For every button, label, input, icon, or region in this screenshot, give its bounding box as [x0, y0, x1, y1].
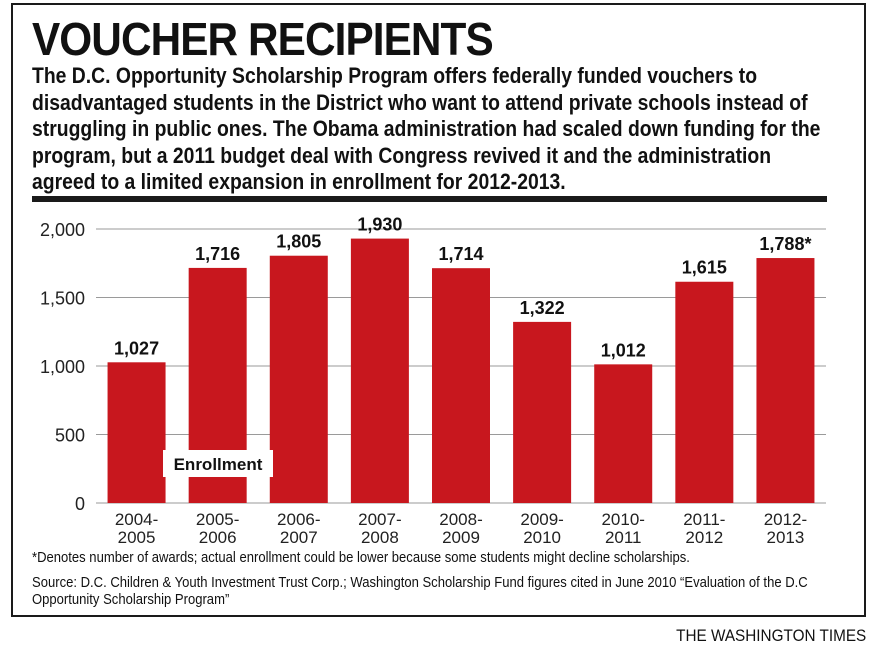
header-rule: [32, 196, 827, 202]
data-label: 1,714: [438, 244, 483, 264]
data-label: 1,930: [357, 215, 402, 235]
x-tick-label: 2009-: [520, 510, 563, 529]
bar: [756, 258, 815, 503]
x-tick-label: 2008-: [439, 510, 482, 529]
data-label: 1,788*: [759, 234, 811, 254]
bar: [594, 364, 653, 503]
x-tick-label: 2007-: [358, 510, 401, 529]
y-tick-label: 0: [75, 494, 85, 514]
x-tick-label: 2006-: [277, 510, 320, 529]
legend-label: Enrollment: [174, 455, 263, 474]
bar: [513, 321, 572, 503]
data-label: 1,322: [520, 298, 565, 318]
x-tick-label: 2006: [199, 528, 237, 547]
bar: [269, 255, 328, 503]
y-tick-label: 500: [55, 426, 85, 446]
bars: 1,027 1,716 1,805 1,930 1,714 1,322 1,012 1,615…: [107, 215, 815, 503]
x-tick-label: 2009: [442, 528, 480, 547]
x-tick-label: 2010: [523, 528, 561, 547]
x-tick-label: 2012: [685, 528, 723, 547]
y-tick-label: 2,000: [40, 220, 85, 240]
x-tick-label: 2011: [605, 528, 642, 547]
bar: [432, 268, 490, 503]
x-tick-label: 2004-: [115, 510, 158, 529]
x-tick-label: 2011-: [683, 510, 725, 529]
data-label: 1,012: [601, 340, 646, 360]
graphic-frame: [11, 3, 866, 617]
x-axis: 2004-2005 2005-2006 2006-2007 2007-2008 2008…: [115, 510, 807, 547]
y-tick-label: 1,000: [40, 357, 85, 377]
chart-description: The D.C. Opportunity Scholarship Program…: [32, 63, 821, 194]
y-tick-label: 1,500: [40, 289, 85, 309]
x-tick-label: 2005: [118, 528, 156, 547]
y-axis: 0 500 1,000 1,500 2,000: [40, 220, 85, 514]
legend-box: [163, 450, 273, 477]
publisher-credit: THE WASHINGTON TIMES: [675, 626, 866, 645]
bar: [350, 238, 409, 503]
data-label: 1,615: [682, 258, 727, 278]
x-tick-label: 2007: [280, 528, 318, 547]
legend: Enrollment: [163, 450, 273, 477]
source-note: Source: D.C. Children & Youth Investment…: [32, 575, 808, 608]
chart-title: VOUCHER RECIPIENTS: [32, 13, 494, 65]
bar: [675, 281, 734, 503]
data-label: 1,805: [276, 232, 321, 252]
x-tick-label: 2008: [361, 528, 399, 547]
x-tick-label: 2013: [767, 528, 805, 547]
x-tick-label: 2005-: [196, 510, 239, 529]
data-label: 1,716: [195, 244, 240, 264]
bar: [107, 362, 166, 503]
data-label: 1,027: [114, 338, 159, 358]
x-tick-label: 2010-: [601, 510, 644, 529]
x-tick-label: 2012-: [764, 510, 807, 529]
footnote: *Denotes number of awards; actual enroll…: [32, 550, 690, 566]
